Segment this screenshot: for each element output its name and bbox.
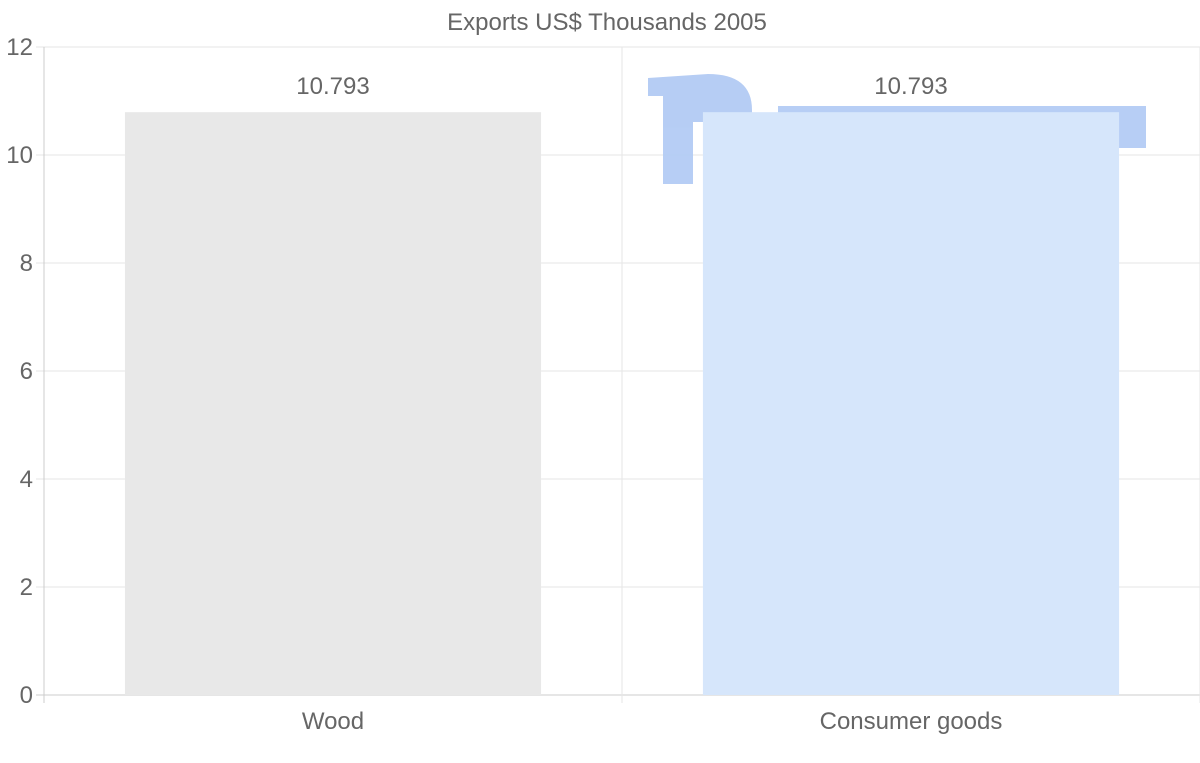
y-tick-label: 2 <box>20 574 33 601</box>
bar-wood <box>124 112 542 696</box>
y-tick-label: 12 <box>6 34 33 61</box>
x-tick-label: Consumer goods <box>820 708 1003 735</box>
y-tick-label: 4 <box>20 466 33 493</box>
y-tick-label: 6 <box>20 358 33 385</box>
y-tick-label: 0 <box>20 682 33 709</box>
y-tick-label: 10 <box>6 142 33 169</box>
x-tick-label: Wood <box>302 708 364 735</box>
chart-title: Exports US$ Thousands 2005 <box>447 9 767 36</box>
y-tick-label: 8 <box>20 250 33 277</box>
data-label: 10.793 <box>874 73 947 100</box>
bar-consumer-goods <box>702 112 1120 696</box>
bars <box>124 112 1120 696</box>
labels: 0 2 4 6 8 10 12 10.793 Wood 10.793 Consumer goods <box>6 34 1002 735</box>
data-label: 10.793 <box>296 73 369 100</box>
